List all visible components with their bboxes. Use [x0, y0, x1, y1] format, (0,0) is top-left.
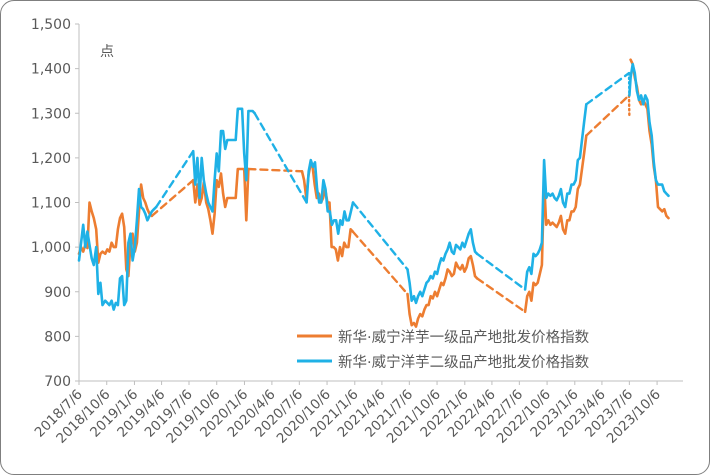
y-tick-label: 900 — [44, 285, 71, 301]
series-2-solid-segment — [523, 103, 588, 291]
series-1-dashed-segment — [475, 277, 527, 313]
y-tick-label: 1,500 — [31, 17, 71, 33]
y-tick-label: 800 — [44, 329, 71, 345]
series-2-dashed-segment — [154, 149, 195, 209]
series-2-solid-segment — [628, 62, 670, 198]
series-1 — [77, 58, 670, 328]
y-tick-label: 1,400 — [31, 62, 71, 78]
series-2-solid-segment — [406, 228, 479, 305]
legend-label-series-2: 新华·威宁洋芋二级品产地批发价格指数 — [338, 354, 590, 371]
legend-label-series-1: 新华·威宁洋芋一级品产地批发价格指数 — [338, 329, 590, 346]
series-2-dashed-segment — [475, 252, 527, 291]
series-1-dashed-segment — [247, 167, 304, 173]
series-1-dashed-segment — [585, 94, 631, 137]
series-2-dashed-segment — [253, 112, 308, 204]
y-tick-label: 700 — [44, 374, 71, 390]
series-2-dashed-segment — [351, 201, 409, 271]
series-lines — [77, 58, 670, 328]
series-1-dashed-segment — [351, 230, 409, 296]
legend: 新华·威宁洋芋一级品产地批发价格指数 新华·威宁洋芋二级品产地批发价格指数 — [297, 329, 590, 371]
y-tick-label: 1,000 — [31, 240, 71, 256]
series-2-solid-segment — [77, 187, 158, 311]
legend-item-series-2: 新华·威宁洋芋二级品产地批发价格指数 — [297, 354, 590, 371]
series-1-solid-segment — [191, 167, 250, 235]
series-1-solid-segment — [523, 134, 588, 314]
unit-label: 点 — [100, 44, 114, 60]
series-2-solid-segment — [191, 107, 256, 213]
series-1-solid-segment — [406, 254, 479, 328]
series-2-dashed-segment — [585, 71, 631, 106]
series-1-dashed-segment — [150, 178, 195, 218]
y-axis: 1,500 1,400 1,300 1,200 1,100 1,000 900 800 700 — [31, 17, 80, 390]
series-2 — [77, 62, 670, 311]
y-tick-label: 1,100 — [31, 196, 71, 212]
y-tick-label: 1,300 — [31, 106, 71, 122]
legend-item-series-1: 新华·威宁洋芋一级品产地批发价格指数 — [297, 329, 590, 346]
y-tick-label: 1,200 — [31, 151, 71, 167]
series-2-solid-segment — [305, 158, 355, 235]
x-axis: 2018/7/62018/10/62019/1/62019/4/62019/7/… — [32, 380, 683, 447]
